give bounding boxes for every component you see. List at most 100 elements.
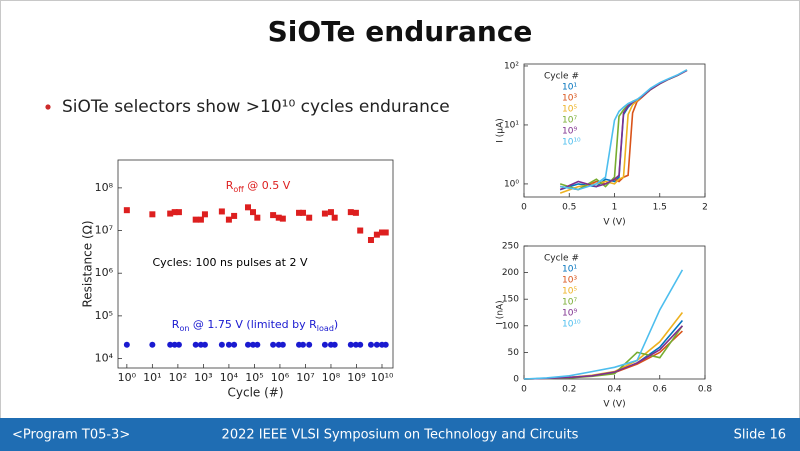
- x-tick-label: 10⁷: [296, 371, 314, 384]
- series-line: [523, 269, 684, 380]
- data-point: [149, 211, 156, 218]
- data-point: [352, 341, 359, 348]
- y-tick-label: 150: [502, 295, 519, 305]
- data-point: [175, 341, 182, 348]
- x-tick-label: 10¹: [143, 371, 161, 384]
- data-point: [254, 341, 261, 348]
- data-point: [175, 209, 182, 216]
- data-point: [218, 341, 225, 348]
- annotation-text: R: [172, 318, 180, 331]
- x-tick-label: 0.6: [653, 385, 668, 395]
- annotation-text: @ 0.5 V: [244, 179, 291, 192]
- data-point: [218, 208, 225, 215]
- data-point: [373, 231, 380, 238]
- data-point: [167, 341, 174, 348]
- data-point: [367, 341, 374, 348]
- data-point: [171, 341, 178, 348]
- footer-bar: [0, 418, 800, 451]
- y-axis-label: Resistance (Ω): [81, 220, 95, 307]
- data-point: [197, 216, 204, 223]
- annotation: Cycles: 100 ns pulses at 2 V: [153, 256, 308, 269]
- x-tick-label: 10¹⁰: [371, 371, 394, 384]
- data-point: [275, 214, 282, 221]
- data-point: [231, 341, 238, 348]
- data-point: [250, 209, 257, 216]
- data-point: [270, 341, 277, 348]
- data-point: [331, 214, 338, 221]
- y-tick-label: 10⁴: [95, 352, 114, 365]
- annotation-subscript: load: [317, 324, 334, 333]
- legend-entry: 10⁷: [562, 298, 577, 308]
- data-point: [231, 212, 238, 219]
- data-point: [201, 211, 208, 218]
- x-tick-label: 2: [702, 203, 708, 213]
- legend-entry: 10¹: [562, 265, 577, 275]
- x-tick-label: 0.5: [562, 203, 576, 213]
- legend-entry: 10⁹: [562, 127, 577, 137]
- data-point: [327, 209, 334, 216]
- y-axis-label: I (μA): [496, 118, 506, 142]
- y-tick-label: 200: [502, 268, 519, 278]
- footer-right: Slide 16: [734, 428, 786, 443]
- x-tick-label: 1.5: [653, 203, 667, 213]
- y-tick-label: 10⁰: [504, 179, 519, 189]
- data-point: [382, 341, 389, 348]
- x-tick-label: 0.4: [607, 385, 622, 395]
- x-tick-label: 10⁶: [271, 371, 290, 384]
- plot-area: [523, 245, 706, 380]
- legend-entry: 10³: [562, 276, 577, 286]
- data-point: [225, 341, 232, 348]
- y-axis-label: I (nA): [496, 300, 506, 324]
- y-tick-label: 10¹: [504, 120, 519, 130]
- y-tick-label: 10⁸: [95, 181, 114, 194]
- x-tick-label: 10⁹: [347, 371, 365, 384]
- data-point: [306, 214, 313, 221]
- annotation-subscript: on: [179, 324, 189, 333]
- legend-entry: 10⁵: [562, 105, 577, 115]
- data-point: [321, 341, 328, 348]
- series-line: [560, 69, 688, 191]
- annotation-subscript: off: [233, 185, 244, 194]
- data-point: [123, 207, 130, 214]
- footer-center: 2022 IEEE VLSI Symposium on Technology a…: [222, 428, 579, 443]
- annotation: Ron @ 1.75 V (limited by Rload): [172, 318, 338, 333]
- plot-area: [117, 159, 394, 369]
- bullet-dot: [45, 104, 51, 110]
- x-tick-label: 0: [521, 385, 527, 395]
- legend-entry: 10¹: [562, 83, 577, 93]
- data-point: [244, 204, 251, 211]
- data-point: [299, 341, 306, 348]
- x-tick-label: 0.2: [562, 385, 576, 395]
- data-point: [306, 341, 313, 348]
- annotation-text: R: [226, 179, 234, 192]
- data-point: [167, 210, 174, 217]
- legend-entry: 10¹⁰: [562, 320, 581, 330]
- y-tick-label: 0: [513, 375, 519, 385]
- x-tick-label: 0: [521, 203, 527, 213]
- data-point: [279, 215, 286, 222]
- data-point: [378, 229, 385, 236]
- data-point: [225, 216, 232, 223]
- data-point: [250, 341, 257, 348]
- y-tick-label: 10⁶: [95, 266, 114, 279]
- legend-entry: 10¹⁰: [562, 138, 581, 148]
- data-point: [201, 341, 208, 348]
- y-tick-label: 50: [508, 348, 520, 358]
- legend-entry: 10⁵: [562, 287, 577, 297]
- y-tick-label: 100: [502, 321, 519, 331]
- x-tick-label: 10⁸: [322, 371, 341, 384]
- slide-title: SiOTe endurance: [268, 15, 533, 48]
- data-point: [279, 341, 286, 348]
- data-point: [357, 227, 364, 234]
- x-tick-label: 0.8: [698, 385, 713, 395]
- data-point: [352, 209, 359, 216]
- legend-entry: 10⁷: [562, 116, 577, 126]
- data-point: [347, 341, 354, 348]
- annotation-text: ): [334, 318, 338, 331]
- x-axis-label: V (V): [603, 400, 625, 410]
- x-tick-label: 10⁰: [118, 371, 137, 384]
- y-tick-label: 10²: [504, 61, 519, 71]
- data-point: [367, 237, 374, 244]
- x-tick-label: 10³: [194, 371, 212, 384]
- data-point: [382, 229, 389, 236]
